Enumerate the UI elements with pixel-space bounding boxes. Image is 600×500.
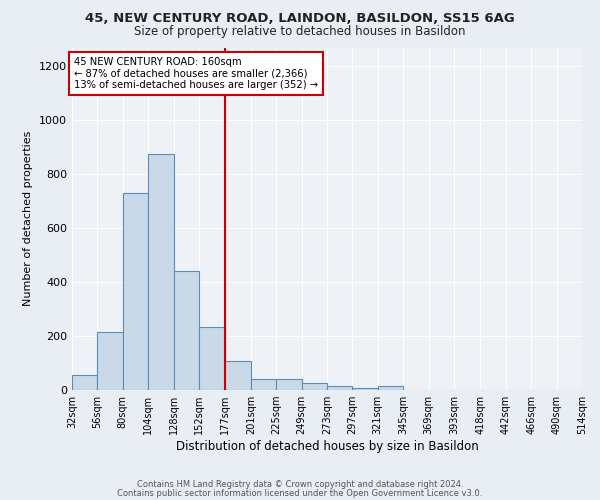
Text: Size of property relative to detached houses in Basildon: Size of property relative to detached ho… — [134, 25, 466, 38]
Bar — [226, 361, 251, 390]
Bar — [148, 154, 173, 390]
Bar — [72, 375, 97, 390]
Bar — [378, 386, 403, 390]
Y-axis label: Number of detached properties: Number of detached properties — [23, 131, 34, 306]
Text: 45, NEW CENTURY ROAD, LAINDON, BASILDON, SS15 6AG: 45, NEW CENTURY ROAD, LAINDON, BASILDON,… — [85, 12, 515, 26]
Bar — [251, 378, 276, 390]
Bar — [173, 272, 199, 390]
Bar — [97, 332, 123, 390]
Bar — [352, 388, 378, 390]
Text: 45 NEW CENTURY ROAD: 160sqm
← 87% of detached houses are smaller (2,366)
13% of : 45 NEW CENTURY ROAD: 160sqm ← 87% of det… — [74, 57, 318, 90]
Bar — [123, 193, 148, 390]
Bar — [302, 384, 327, 390]
X-axis label: Distribution of detached houses by size in Basildon: Distribution of detached houses by size … — [176, 440, 478, 453]
Text: Contains HM Land Registry data © Crown copyright and database right 2024.: Contains HM Land Registry data © Crown c… — [137, 480, 463, 489]
Bar — [276, 378, 302, 390]
Bar — [327, 386, 352, 390]
Text: Contains public sector information licensed under the Open Government Licence v3: Contains public sector information licen… — [118, 489, 482, 498]
Bar — [199, 326, 226, 390]
